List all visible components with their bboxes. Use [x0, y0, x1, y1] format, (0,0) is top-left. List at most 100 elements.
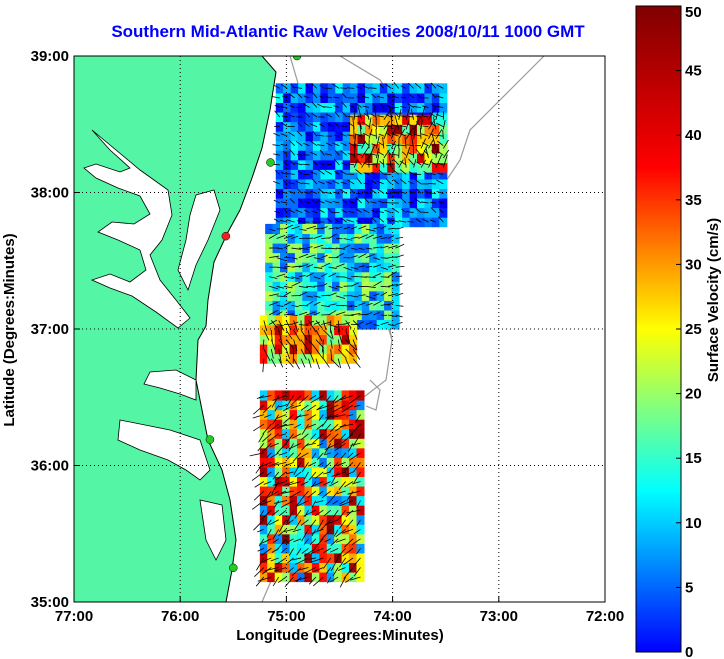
velocity-arrow	[261, 442, 272, 453]
velocity-arrow	[276, 266, 286, 269]
velocity-cell	[334, 334, 343, 345]
velocity-arrow	[429, 219, 437, 223]
velocity-arrow	[297, 122, 303, 127]
velocity-arrow	[374, 107, 377, 120]
velocity-arrow	[353, 108, 356, 120]
velocity-arrow	[352, 358, 361, 368]
velocity-arrow	[365, 285, 376, 289]
velocity-arrow	[405, 106, 411, 120]
velocity-arrow	[323, 481, 331, 486]
velocity-arrow	[332, 83, 340, 89]
velocity-arrow	[301, 548, 309, 554]
velocity-arrow	[257, 576, 272, 582]
velocity-arrow	[294, 414, 302, 421]
velocity-arrow	[344, 481, 354, 488]
velocity-cell	[341, 505, 350, 516]
velocity-arrow	[298, 285, 309, 289]
velocity-arrow	[345, 348, 354, 358]
velocity-arrow	[291, 305, 299, 308]
velocity-cell	[297, 428, 306, 439]
velocity-arrow	[443, 149, 450, 159]
velocity-arrow	[386, 132, 392, 137]
velocity-arrow	[407, 221, 414, 223]
velocity-arrow	[280, 490, 294, 494]
velocity-arrow	[325, 500, 332, 506]
velocity-arrow	[314, 471, 324, 479]
velocity-arrow	[431, 150, 437, 156]
velocity-arrow	[311, 178, 318, 185]
velocity-arrow	[295, 141, 303, 147]
velocity-arrow	[416, 161, 422, 166]
velocity-arrow	[341, 433, 354, 444]
velocity-arrow	[310, 433, 317, 440]
velocity-arrow	[312, 567, 324, 573]
velocity-arrow	[340, 142, 347, 147]
velocity-arrow	[376, 180, 385, 185]
colorbar-tick-label: 10	[685, 515, 702, 532]
velocity-arrow	[286, 219, 295, 223]
velocity-arrow	[330, 548, 339, 553]
velocity-cell	[274, 428, 283, 439]
velocity-arrow	[308, 576, 317, 585]
velocity-arrow	[336, 490, 346, 495]
velocity-arrow	[395, 243, 405, 249]
velocity-arrow	[271, 395, 280, 408]
velocity-arrow	[335, 252, 345, 258]
velocity-arrow	[354, 115, 362, 118]
velocity-arrow	[383, 149, 390, 159]
velocity-arrow	[256, 395, 265, 400]
velocity-arrow	[251, 471, 265, 481]
velocity-arrow	[280, 548, 287, 554]
velocity-arrow	[442, 154, 448, 168]
velocity-arrow	[343, 244, 351, 249]
velocity-arrow	[408, 190, 414, 194]
velocity-arrow	[383, 128, 389, 140]
velocity-cell	[282, 505, 291, 516]
velocity-arrow	[391, 207, 399, 213]
velocity-cell	[274, 334, 283, 345]
velocity-arrow	[340, 217, 347, 223]
velocity-arrow	[293, 358, 300, 370]
velocity-arrow	[278, 404, 287, 408]
velocity-cell	[349, 334, 358, 345]
velocity-arrow	[271, 509, 279, 516]
velocity-arrow	[280, 143, 288, 147]
velocity-arrow	[310, 140, 318, 147]
velocity-arrow	[274, 110, 281, 118]
velocity-arrow	[296, 154, 303, 156]
velocity-arrow	[375, 210, 384, 213]
velocity-arrow	[370, 113, 377, 118]
velocity-arrow	[343, 322, 351, 325]
velocity-arrow	[338, 481, 346, 491]
velocity-arrow	[380, 237, 388, 239]
velocity-arrow	[308, 471, 317, 481]
velocity-cell	[326, 334, 335, 345]
velocity-arrow	[315, 500, 324, 503]
velocity-arrow	[386, 218, 392, 223]
velocity-arrow	[377, 151, 385, 156]
velocity-cell	[297, 505, 306, 516]
velocity-arrow	[337, 348, 347, 359]
velocity-arrow	[253, 490, 265, 501]
velocity-arrow	[337, 339, 341, 350]
velocity-arrow	[285, 538, 294, 544]
map-title: Southern Mid-Atlantic Raw Velocities 200…	[111, 22, 585, 41]
velocity-arrow	[326, 218, 333, 223]
y-tick-label: 35:00	[31, 594, 69, 611]
velocity-cell	[361, 309, 370, 321]
velocity-arrow	[303, 95, 310, 99]
velocity-arrow	[270, 557, 279, 562]
velocity-arrow	[332, 567, 339, 577]
velocity-cell	[326, 419, 335, 430]
velocity-arrow	[311, 101, 318, 108]
velocity-arrow	[350, 236, 359, 239]
velocity-arrow	[435, 111, 439, 120]
velocity-arrow	[325, 142, 333, 147]
velocity-cell	[361, 319, 370, 330]
velocity-arrow	[335, 226, 343, 230]
velocity-arrow	[325, 519, 339, 526]
velocity-arrow	[353, 471, 361, 484]
velocity-arrow	[343, 462, 354, 472]
velocity-cell	[304, 505, 313, 516]
velocity-arrow	[410, 108, 415, 120]
